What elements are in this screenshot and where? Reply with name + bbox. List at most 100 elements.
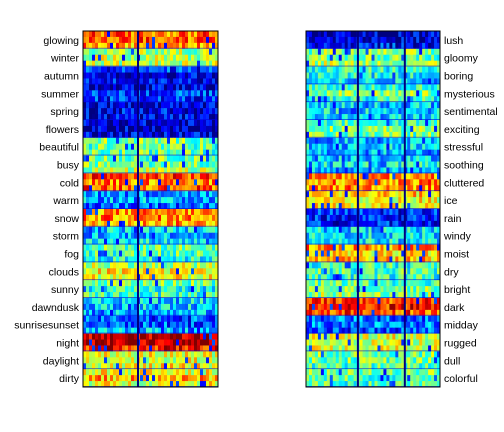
heatmap-cell — [437, 268, 440, 275]
heatmap-cell — [173, 214, 177, 222]
heatmap-cell — [212, 363, 216, 370]
heatmap-cell — [200, 327, 204, 334]
heatmap-cell — [365, 232, 369, 240]
heatmap-cell — [161, 262, 165, 269]
heatmap-cell — [383, 96, 387, 103]
heatmap-cell — [212, 209, 216, 216]
heatmap-cell — [329, 262, 334, 269]
heatmap-cell — [347, 309, 352, 317]
heatmap-cell — [311, 114, 316, 121]
heatmap-cell — [437, 78, 440, 85]
heatmap-cell — [200, 232, 204, 240]
heatmap-cell — [92, 244, 96, 251]
heatmap-cell — [209, 250, 213, 257]
heatmap-cell — [380, 143, 384, 151]
heatmap-cell — [110, 66, 114, 73]
heatmap-cell — [176, 120, 180, 127]
heatmap-cell — [368, 114, 372, 121]
heatmap-cell — [146, 321, 150, 329]
heatmap-cell — [362, 84, 366, 91]
heatmap-cell — [122, 191, 126, 198]
heatmap-cell — [98, 131, 102, 139]
heatmap-cell — [158, 381, 162, 387]
heatmap-cell — [146, 369, 150, 376]
heatmap-cell — [431, 280, 435, 287]
heatmap-cell — [128, 125, 132, 133]
heatmap-cell — [134, 244, 138, 251]
heatmap-cell — [170, 48, 174, 56]
heatmap-cell — [425, 120, 429, 127]
heatmap-cell — [215, 381, 218, 387]
heatmap-cell — [149, 114, 153, 121]
heatmap-cell — [368, 90, 372, 97]
heatmap-cell — [179, 60, 183, 67]
heatmap-cell — [92, 108, 96, 115]
heatmap-cell — [317, 268, 322, 275]
heatmap-cell — [209, 375, 213, 382]
heatmap-cell — [404, 78, 408, 85]
heatmap-cell — [308, 78, 313, 85]
row-label: winter — [50, 53, 80, 65]
heatmap-cell — [149, 173, 153, 180]
heatmap-cell — [335, 167, 340, 174]
heatmap-cell — [89, 102, 93, 109]
heatmap-cell — [338, 31, 343, 38]
heatmap-cell — [317, 250, 322, 257]
heatmap-cell — [173, 309, 177, 317]
heatmap-cell — [200, 90, 204, 97]
heatmap-cell — [98, 155, 102, 162]
heatmap-cell — [437, 286, 440, 293]
heatmap-cell — [437, 84, 440, 91]
heatmap-cell — [104, 173, 108, 180]
heatmap-cell — [209, 274, 213, 281]
heatmap-cell — [344, 72, 349, 79]
heatmap-cell — [353, 96, 358, 103]
heatmap-cell — [332, 78, 337, 85]
heatmap-cell — [86, 250, 90, 257]
heatmap-cell — [209, 31, 213, 38]
heatmap-cell — [323, 36, 328, 44]
heatmap-cell — [386, 280, 390, 287]
heatmap-cell — [314, 173, 319, 180]
heatmap-cell — [329, 214, 334, 222]
heatmap-cell — [404, 131, 408, 139]
heatmap-cell — [401, 161, 405, 168]
heatmap-cell — [152, 36, 156, 44]
heatmap-cell — [182, 232, 186, 240]
heatmap-cell — [410, 179, 414, 186]
heatmap-cell — [320, 173, 325, 180]
heatmap-cell — [386, 238, 390, 245]
heatmap-cell — [332, 161, 337, 168]
heatmap-cell — [155, 125, 159, 133]
heatmap-cell — [389, 309, 393, 317]
heatmap-cell — [119, 155, 123, 162]
heatmap-cell — [428, 280, 432, 287]
heatmap-cell — [359, 102, 363, 109]
heatmap-cell — [131, 48, 135, 56]
heatmap-cell — [306, 149, 310, 156]
heatmap-cell — [395, 114, 399, 121]
heatmap-cell — [392, 315, 396, 323]
heatmap-cell — [161, 167, 165, 174]
heatmap-cell — [306, 280, 310, 287]
heatmap-cell — [389, 72, 393, 79]
heatmap-cell — [131, 120, 135, 127]
heatmap-cell — [119, 102, 123, 109]
heatmap-cell — [341, 149, 346, 156]
heatmap-cell — [152, 220, 156, 228]
heatmap-cell — [107, 333, 111, 340]
heatmap-cell — [428, 173, 432, 180]
heatmap-cell — [128, 214, 132, 222]
heatmap-cell — [209, 125, 213, 133]
heatmap-cell — [215, 303, 218, 311]
heatmap-cell — [98, 363, 102, 370]
heatmap-cell — [335, 244, 340, 251]
heatmap-cell — [179, 321, 183, 329]
heatmap-cell — [341, 220, 346, 228]
heatmap-cell — [425, 191, 429, 198]
heatmap-cell — [98, 102, 102, 109]
heatmap-cell — [179, 203, 183, 210]
heatmap-cell — [314, 191, 319, 198]
heatmap-cell — [365, 191, 369, 198]
row-separator — [83, 101, 218, 103]
